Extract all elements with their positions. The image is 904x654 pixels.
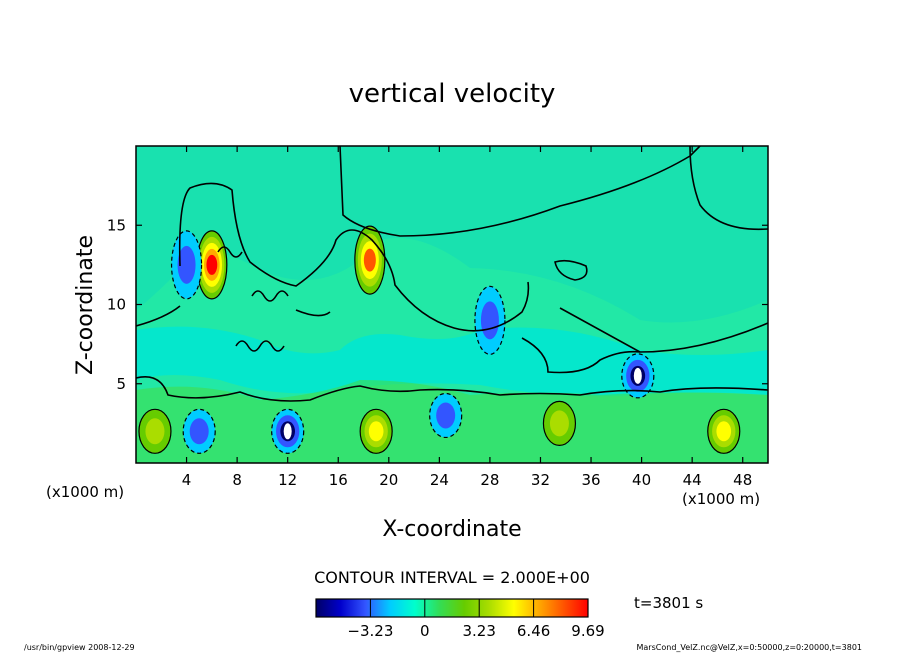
- downdraft-contour: [436, 402, 456, 429]
- colorbar-tick-label: 6.46: [517, 622, 550, 640]
- footer-left: /usr/bin/gpview 2008-12-29: [24, 643, 135, 652]
- x-unit-right: (x1000 m): [682, 490, 760, 508]
- updraft-contour: [549, 410, 569, 437]
- y-axis: 5 10 15: [107, 216, 768, 393]
- colorbar-tick-label: 0: [420, 622, 430, 640]
- x-tick-label: 4: [182, 471, 192, 489]
- colorbar: −3.23 0 3.23 6.46 9.69: [315, 598, 605, 640]
- chart-title: vertical velocity: [349, 79, 556, 109]
- y-tick-label: 10: [107, 296, 126, 314]
- updraft-contour: [368, 421, 384, 442]
- y-axis-label: Z-coordinate: [73, 235, 98, 375]
- feature-layer: [138, 225, 741, 454]
- colorbar-tick-label: −3.23: [347, 622, 393, 640]
- contour-line: [178, 182, 530, 332]
- downdraft-cell: [271, 408, 305, 454]
- updraft-cell: [359, 408, 393, 454]
- updraft-cell: [354, 225, 386, 295]
- updraft-contour: [716, 421, 732, 442]
- contour-line: [554, 259, 588, 281]
- contour-layer: [136, 146, 768, 402]
- downdraft-cell: [429, 392, 463, 439]
- colorbar-gradient: [316, 599, 588, 617]
- contour-line: [521, 337, 641, 374]
- downdraft-core: [633, 367, 642, 384]
- x-axis-label: X-coordinate: [382, 517, 521, 542]
- x-tick-label: 48: [733, 471, 752, 489]
- time-label: t=3801 s: [634, 594, 703, 612]
- downdraft-cell: [474, 285, 506, 355]
- contour-line: [136, 305, 331, 327]
- x-axis: 4 8 12 16 20 24 28 32 36 40 44 48: [182, 146, 752, 489]
- updraft-cell: [196, 230, 228, 300]
- updraft-contour: [206, 254, 218, 275]
- x-tick-label: 40: [632, 471, 651, 489]
- updraft-cell: [542, 400, 577, 446]
- upper-calm-region: [136, 146, 768, 323]
- y-tick-label: 5: [116, 375, 126, 393]
- x-tick-label: 44: [683, 471, 702, 489]
- downdraft-core: [283, 423, 292, 440]
- x-tick-label: 8: [232, 471, 242, 489]
- colorbar-tick-label: 3.23: [462, 622, 495, 640]
- downdraft-cell: [182, 408, 216, 454]
- contour-line: [339, 146, 701, 237]
- updraft-cell: [138, 408, 172, 454]
- contour-line: [559, 307, 768, 353]
- contour-line: [217, 246, 289, 352]
- downdraft-contour: [177, 245, 196, 284]
- colorbar-labels: −3.23 0 3.23 6.46 9.69: [347, 622, 604, 640]
- x-tick-label: 36: [581, 471, 600, 489]
- colorbar-tick-label: 9.69: [571, 622, 604, 640]
- x-tick-label: 20: [379, 471, 398, 489]
- contour-line: [689, 146, 768, 231]
- x-tick-label: 24: [430, 471, 449, 489]
- x-tick-label: 28: [480, 471, 499, 489]
- contour-line: [136, 376, 768, 402]
- downdraft-contour: [189, 418, 209, 445]
- downdraft-cell: [170, 230, 203, 300]
- updraft-contour: [363, 248, 376, 272]
- x-tick-label: 12: [278, 471, 297, 489]
- contour-interval: CONTOUR INTERVAL = 2.000E+00: [314, 568, 590, 587]
- mid-cyan-band: [136, 326, 768, 397]
- x-unit-left: (x1000 m): [46, 483, 124, 501]
- x-tick-label: 32: [531, 471, 550, 489]
- updraft-cell: [707, 408, 741, 454]
- y-tick-label: 15: [107, 216, 126, 234]
- downdraft-contour: [480, 301, 499, 340]
- downdraft-cell: [621, 353, 655, 399]
- footer-right: MarsCond_VelZ.nc@VelZ,x=0:50000,z=0:2000…: [637, 643, 863, 652]
- x-tick-label: 16: [329, 471, 348, 489]
- updraft-contour: [145, 418, 165, 445]
- colorbar-frame: [315, 598, 589, 618]
